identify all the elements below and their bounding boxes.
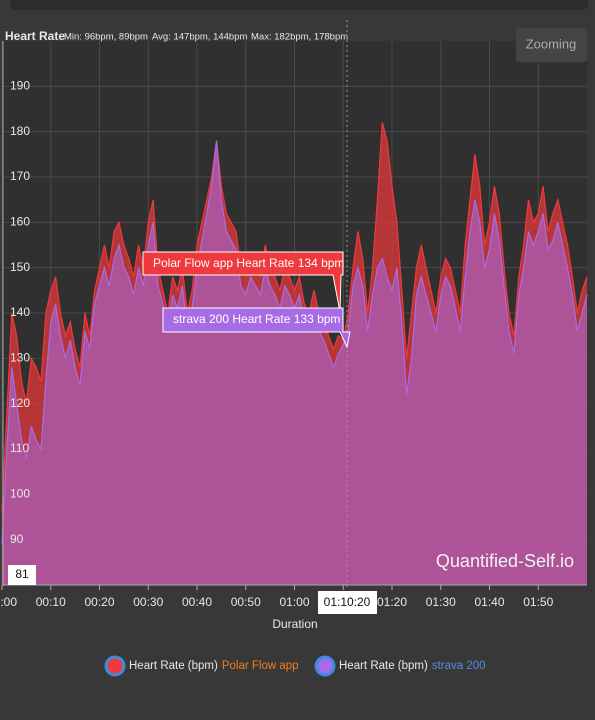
y-tick-label: 90 [10, 532, 24, 546]
tooltip: strava 200 Heart Rate 133 bpm [173, 312, 340, 326]
x-tick-label: 01:20 [377, 595, 407, 609]
legend-label[interactable]: Heart Rate (bpm) Polar Flow app [129, 660, 299, 672]
series-line [1, 122, 588, 513]
tooltip-box [162, 307, 351, 349]
crosshair-y-box [8, 565, 36, 585]
crosshair-x-box [318, 591, 377, 614]
top-bar [10, 0, 588, 10]
legend-label[interactable]: Heart Rate (bpm) strava 200 [339, 660, 486, 672]
x-tick-label: 01:30 [426, 595, 456, 609]
y-tick-label: 100 [10, 487, 30, 501]
legend-marker[interactable] [314, 655, 336, 677]
stat: Max: 182bpm, 178bpm [251, 32, 348, 43]
y-tick-label: 130 [10, 351, 30, 365]
x-tick-label: 00:50 [231, 595, 261, 609]
y-tick-label: 160 [10, 215, 30, 229]
x-tick-label: 01:50 [523, 595, 553, 609]
legend-source[interactable]: strava 200 [432, 660, 486, 672]
legend-name[interactable]: Heart Rate (bpm) [339, 660, 428, 672]
x-tick-label: 00:30 [133, 595, 163, 609]
y-tick-label: 140 [10, 305, 30, 319]
stat: Min: 96bpm, 89bpm [64, 32, 148, 43]
stat: Avg: 147bpm, 144bpm [152, 32, 248, 43]
zoom-button[interactable] [516, 28, 587, 62]
crosshair-y-label: 81 [15, 567, 29, 581]
legend: Heart Rate (bpm) Polar Flow app Heart Rate… [104, 655, 486, 677]
tooltip: Polar Flow app Heart Rate 134 bpm [153, 256, 344, 270]
tooltip-box [142, 251, 344, 313]
x-tick-label: 00:20 [84, 595, 114, 609]
x-tick-label: 00:00 [0, 595, 17, 609]
x-tick-label: 01:00 [279, 595, 309, 609]
y-tick-label: 170 [10, 169, 30, 183]
x-tick-label: 01:40 [474, 595, 504, 609]
legend-name[interactable]: Heart Rate (bpm) [129, 660, 218, 672]
y-tick-label: 180 [10, 124, 30, 138]
watermark: Quantified-Self.io [436, 551, 574, 571]
x-tick-label: 00:10 [36, 595, 66, 609]
crosshair-x-label: 01:10:20 [324, 595, 371, 609]
legend-source[interactable]: Polar Flow app [222, 660, 299, 672]
y-tick-label: 110 [10, 441, 29, 455]
legend-marker[interactable] [104, 655, 126, 677]
zoom-button-label[interactable]: Zooming [526, 36, 577, 51]
axes: 90 100 110 120 130 140 150 160 170 180 190 00:00 00:… [0, 41, 587, 614]
y-tick-label: 150 [10, 260, 30, 274]
chart-title: Heart Rate [5, 29, 65, 43]
x-axis-title: Duration [272, 617, 317, 631]
y-tick-label: 190 [10, 79, 30, 93]
x-tick-label: 00:40 [182, 595, 212, 609]
y-tick-label: 120 [10, 396, 30, 410]
